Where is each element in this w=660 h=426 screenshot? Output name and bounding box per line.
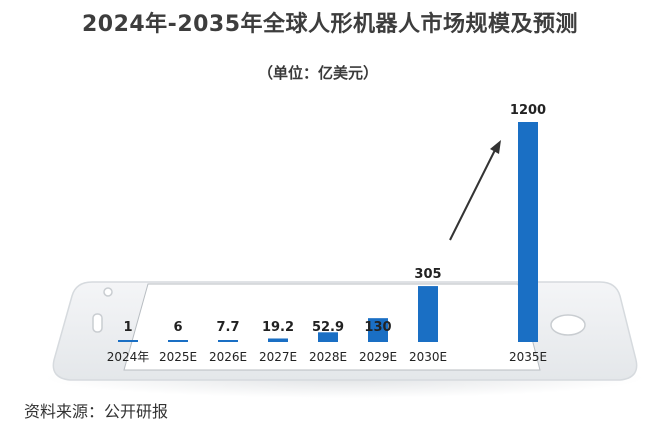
phone-camera-icon [103,287,113,297]
bar-2027E [268,338,288,342]
phone-home-button-icon [550,314,586,336]
bar-2029E [368,318,388,342]
bar-2026E [218,340,238,342]
chart-title: 2024年-2035年全球人形机器人市场规模及预测 [81,12,579,37]
category-label-2025E: 2025E [159,350,197,364]
phone-speaker-icon [92,313,103,333]
chart-unit-label: （单位：亿美元） [257,64,378,82]
category-label-2030E: 2030E [409,350,447,364]
category-label-2029E: 2029E [359,350,397,364]
category-label-2035E: 2035E [509,350,547,364]
bar-2028E [318,332,338,342]
value-label-2024年: 1 [123,320,132,335]
category-label-2028E: 2028E [309,350,347,364]
value-label-2025E: 6 [173,320,182,335]
bar-2035E [518,122,538,342]
bar-2025E [168,340,188,342]
trend-arrowhead-icon [490,140,501,154]
value-label-2028E: 52.9 [312,320,344,335]
value-labels-layer: 1 6 7.7 19.2 52.9 130 305 1200 [123,103,546,335]
value-label-2029E: 130 [364,320,391,335]
trend-arrow-icon [449,147,497,241]
bar-2030E [418,286,438,342]
category-label-2026E: 2026E [209,350,247,364]
value-label-2030E: 305 [414,267,441,282]
category-label-2024年: 2024年 [107,350,150,364]
source-note: 资料来源：公开研报 [24,402,169,421]
bars-layer [118,122,538,342]
category-label-2027E: 2027E [259,350,297,364]
category-labels-layer: 2024年 2025E 2026E 2027E 2028E 2029E 2030E 2035E [107,350,547,364]
bar-2024年 [118,340,138,342]
value-label-2026E: 7.7 [216,320,239,335]
value-label-2027E: 19.2 [262,320,294,335]
value-label-2035E: 1200 [510,103,546,118]
